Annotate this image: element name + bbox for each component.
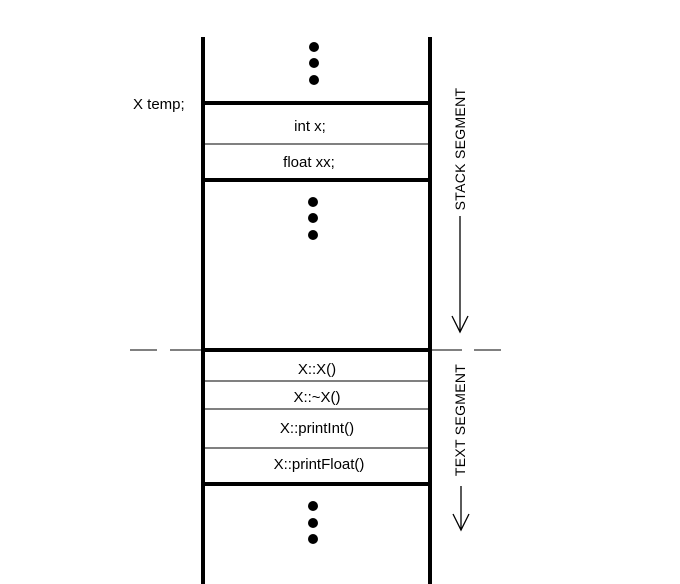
- stack-cell-int-x: int x;: [294, 118, 326, 135]
- stack-segment-label: STACK SEGMENT: [452, 88, 468, 211]
- text-cell-printint: X::printInt(): [280, 420, 354, 437]
- ellipsis-bottom: [308, 501, 318, 544]
- variable-label: X temp;: [133, 96, 185, 113]
- text-segment-label: TEXT SEGMENT: [452, 364, 468, 476]
- text-cell-constructor: X::X(): [298, 361, 336, 378]
- stack-segment-down-arrow-icon: [451, 216, 469, 334]
- stack-cell-float-xx: float xx;: [283, 154, 335, 171]
- text-segment-down-arrow-icon: [452, 486, 470, 532]
- ellipsis-top: [309, 42, 319, 85]
- text-cell-destructor: X::~X(): [293, 389, 340, 406]
- text-cell-printfloat: X::printFloat(): [274, 456, 365, 473]
- ellipsis-middle: [308, 197, 318, 240]
